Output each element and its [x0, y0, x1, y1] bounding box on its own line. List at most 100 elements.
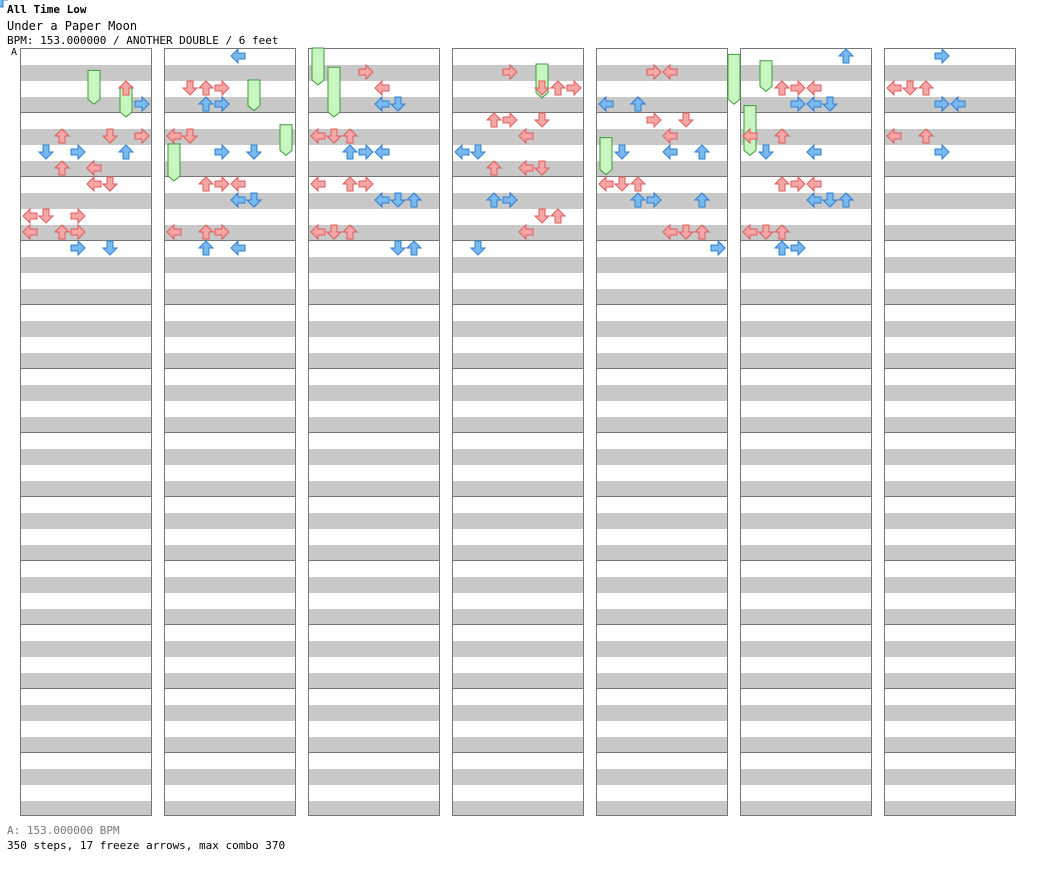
freeze-arrow — [759, 60, 773, 93]
step-arrow-left-icon — [310, 223, 326, 241]
step-arrow-left-icon — [374, 143, 390, 161]
step-arrow-right-icon — [358, 175, 374, 193]
step-arrow-down-icon — [677, 224, 695, 240]
step-arrow-left-icon — [662, 127, 678, 145]
step-arrow-up-icon — [53, 128, 71, 144]
step-arrow-right-icon — [502, 191, 518, 209]
step-arrow-up-icon — [197, 96, 215, 112]
step-arrow-down-icon — [389, 192, 407, 208]
step-arrow-down-icon — [389, 96, 407, 112]
step-arrow-down-icon — [821, 192, 839, 208]
step-arrow-down-icon — [181, 128, 199, 144]
step-arrow-down-icon — [469, 144, 487, 160]
step-arrow-right-icon — [214, 95, 230, 113]
step-arrow-left-icon — [886, 79, 902, 97]
step-arrow-up-icon — [773, 240, 791, 256]
step-arrow-up-icon — [53, 224, 71, 240]
step-arrow-left-icon — [806, 175, 822, 193]
step-arrow-up-icon — [53, 160, 71, 176]
step-arrow-right-icon — [502, 63, 518, 81]
step-arrow-up-icon — [405, 240, 423, 256]
step-arrow-right-icon — [646, 111, 662, 129]
step-arrow-left-icon — [22, 207, 38, 225]
step-arrow-up-icon — [485, 192, 503, 208]
step-arrow-down-icon — [533, 160, 551, 176]
step-arrow-right-icon — [214, 143, 230, 161]
step-arrow-left-icon — [86, 175, 102, 193]
step-arrow-right-icon — [70, 223, 86, 241]
step-arrow-left-icon — [806, 143, 822, 161]
step-arrow-left-icon — [310, 175, 326, 193]
step-arrow-left-icon — [662, 63, 678, 81]
step-arrow-left-icon — [166, 127, 182, 145]
step-arrow-left-icon — [806, 95, 822, 113]
step-arrow-left-icon — [230, 191, 246, 209]
step-arrow-down-icon — [613, 144, 631, 160]
freeze-arrow — [327, 66, 341, 118]
step-arrow-right-icon — [566, 79, 582, 97]
step-arrow-down-icon — [181, 80, 199, 96]
step-arrow-right-icon — [134, 95, 150, 113]
step-arrow-down-icon — [469, 240, 487, 256]
step-arrow-right-icon — [502, 111, 518, 129]
step-arrow-up-icon — [773, 224, 791, 240]
step-arrow-up-icon — [341, 224, 359, 240]
freeze-arrow — [279, 124, 293, 157]
freeze-arrow — [87, 69, 101, 105]
step-arrow-down-icon — [757, 224, 775, 240]
step-arrow-up-icon — [197, 240, 215, 256]
step-arrow-down-icon — [533, 208, 551, 224]
step-arrow-undefined-icon — [0, 0, 9, 8]
step-arrow-right-icon — [70, 239, 86, 257]
step-arrow-right-icon — [790, 239, 806, 257]
step-arrow-right-icon — [134, 127, 150, 145]
step-arrow-up-icon — [197, 224, 215, 240]
step-arrow-left-icon — [22, 223, 38, 241]
step-arrow-down-icon — [37, 144, 55, 160]
step-arrow-right-icon — [358, 63, 374, 81]
step-arrow-down-icon — [757, 144, 775, 160]
step-arrow-right-icon — [214, 79, 230, 97]
step-arrow-up-icon — [629, 192, 647, 208]
step-arrow-up-icon — [341, 128, 359, 144]
step-arrow-down-icon — [325, 224, 343, 240]
step-arrow-left-icon — [518, 127, 534, 145]
step-arrow-right-icon — [646, 63, 662, 81]
step-arrow-down-icon — [821, 96, 839, 112]
step-arrow-up-icon — [117, 80, 135, 96]
footer-bpm: A: 153.000000 BPM — [7, 824, 120, 837]
step-arrow-up-icon — [773, 176, 791, 192]
step-arrow-right-icon — [934, 95, 950, 113]
step-arrow-left-icon — [230, 47, 246, 65]
step-arrow-up-icon — [485, 112, 503, 128]
step-arrow-up-icon — [341, 176, 359, 192]
step-arrow-left-icon — [310, 127, 326, 145]
step-arrow-down-icon — [101, 176, 119, 192]
step-arrow-up-icon — [917, 80, 935, 96]
step-arrow-left-icon — [374, 79, 390, 97]
step-arrow-right-icon — [646, 191, 662, 209]
step-arrow-right-icon — [790, 79, 806, 97]
step-arrow-up-icon — [197, 80, 215, 96]
step-arrow-up-icon — [693, 192, 711, 208]
step-arrow-down-icon — [533, 112, 551, 128]
step-arrow-up-icon — [549, 208, 567, 224]
step-arrow-up-icon — [773, 128, 791, 144]
step-arrow-down-icon — [533, 80, 551, 96]
step-arrow-down-icon — [245, 192, 263, 208]
step-arrow-left-icon — [806, 79, 822, 97]
section-marker: A — [11, 47, 18, 58]
step-arrow-left-icon — [662, 223, 678, 241]
step-arrow-right-icon — [70, 207, 86, 225]
artist-name: All Time Low — [7, 3, 87, 16]
step-arrow-up-icon — [917, 128, 935, 144]
step-arrow-left-icon — [454, 143, 470, 161]
footer-stats: 350 steps, 17 freeze arrows, max combo 3… — [7, 839, 286, 852]
step-arrow-up-icon — [837, 192, 855, 208]
step-arrow-right-icon — [70, 143, 86, 161]
step-arrow-left-icon — [742, 223, 758, 241]
step-arrow-up-icon — [629, 176, 647, 192]
step-arrow-left-icon — [166, 223, 182, 241]
step-arrow-down-icon — [101, 128, 119, 144]
step-arrow-left-icon — [662, 143, 678, 161]
